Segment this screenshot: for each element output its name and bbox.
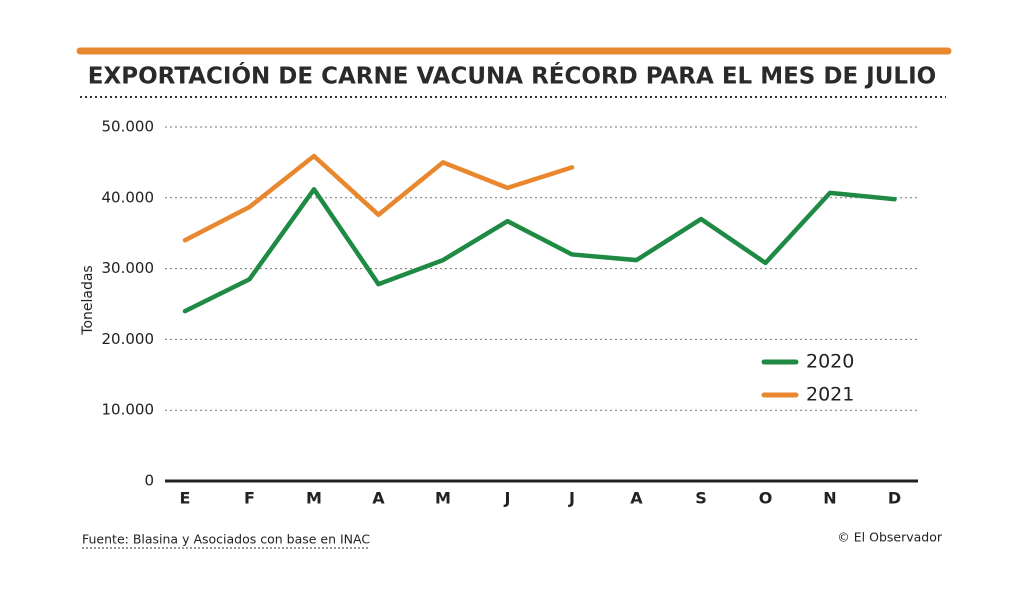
x-tick-label: M — [435, 489, 451, 508]
x-tick-label: O — [759, 489, 773, 508]
y-tick-label: 10.000 — [102, 401, 155, 419]
series-line — [182, 153, 575, 243]
x-tick-label: M — [306, 489, 322, 508]
x-tick-label: A — [372, 489, 385, 508]
source: Fuente: Blasina y Asociados con base en … — [82, 532, 370, 547]
x-tick-label: J — [568, 489, 575, 508]
legend-label: 2021 — [806, 384, 854, 406]
chart-title: EXPORTACIÓN DE CARNE VACUNA RÉCORD PARA … — [88, 62, 936, 90]
x-tick-label: E — [180, 489, 191, 508]
x-tick-label: D — [888, 489, 901, 508]
legend-label: 2020 — [806, 351, 854, 373]
x-tick-label: N — [823, 489, 836, 508]
x-tick-label: J — [504, 489, 511, 508]
y-tick-label: 20.000 — [102, 330, 155, 348]
credit: © El Observador — [837, 530, 943, 545]
series-line — [182, 187, 897, 314]
y-tick-label: 0 — [144, 472, 154, 490]
y-tick-label: 40.000 — [102, 188, 155, 206]
x-tick-label: F — [244, 489, 255, 508]
y-tick-label: 50.000 — [102, 118, 155, 136]
x-tick-label: S — [695, 489, 707, 508]
x-tick-label: A — [630, 489, 643, 508]
y-axis-label: Toneladas — [80, 265, 96, 335]
y-tick-label: 30.000 — [102, 259, 155, 277]
